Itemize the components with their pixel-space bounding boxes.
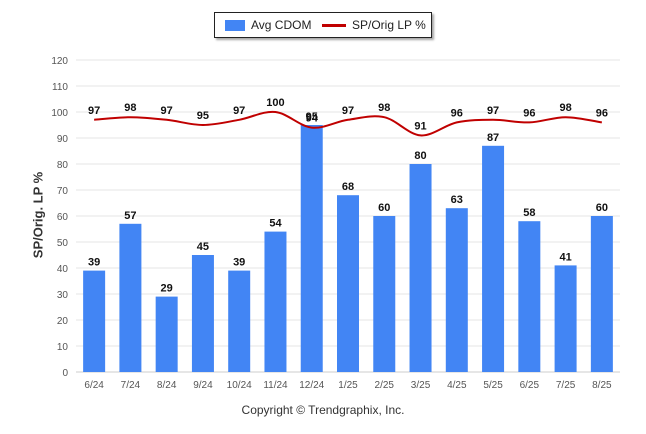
bar-value-label: 95 xyxy=(306,111,318,123)
y-tick-labels: 0 10 20 30 40 50 60 70 80 90 100 110 120 xyxy=(51,56,68,379)
bar-value-label: 87 xyxy=(487,132,499,144)
line-series-path xyxy=(94,110,603,137)
bar-value-label: 54 xyxy=(269,218,282,230)
bar xyxy=(482,145,505,372)
legend-swatch-bar xyxy=(225,20,245,31)
y-tick-label: 40 xyxy=(57,264,69,275)
bar-value-label: 80 xyxy=(414,150,426,162)
x-tick-label: 12/24 xyxy=(299,380,324,391)
x-tick-label: 1/25 xyxy=(338,380,358,391)
y-tick-label: 70 xyxy=(57,186,69,197)
line-value-label: 98 xyxy=(378,102,390,114)
legend-label-bar: Avg CDOM xyxy=(251,18,312,32)
x-tick-label: 5/25 xyxy=(483,380,503,391)
line-series xyxy=(94,110,603,137)
x-tick-label: 8/24 xyxy=(157,380,177,391)
data-labels: 39 57 29 45 39 54 95 68 60 80 63 87 58 41 60 97 98 97 95 97… xyxy=(88,97,608,295)
x-tick-label: 4/25 xyxy=(447,380,467,391)
chart-legend: Avg CDOM SP/Orig LP % xyxy=(214,12,432,38)
y-tick-label: 10 xyxy=(57,342,69,353)
bar-value-label: 41 xyxy=(559,251,571,263)
line-value-label: 91 xyxy=(414,120,426,132)
x-tick-labels: 6/24 7/24 8/24 9/24 10/24 11/24 12/24 1/25 2/25 3… xyxy=(84,380,612,391)
x-tick-label: 6/25 xyxy=(520,380,540,391)
x-tick-label: 9/24 xyxy=(193,380,213,391)
bar-value-label: 58 xyxy=(523,207,535,219)
x-tick-label: 2/25 xyxy=(375,380,395,391)
bar-value-label: 68 xyxy=(342,181,354,193)
bar-value-label: 57 xyxy=(124,210,136,222)
x-tick-label: 10/24 xyxy=(227,380,252,391)
y-tick-label: 60 xyxy=(57,212,69,223)
bar xyxy=(83,270,106,372)
line-value-label: 97 xyxy=(487,105,499,117)
line-value-label: 97 xyxy=(88,105,100,117)
bar xyxy=(337,195,359,372)
y-tick-label: 30 xyxy=(57,290,69,301)
line-value-label: 96 xyxy=(523,107,535,119)
y-tick-label: 100 xyxy=(51,108,68,119)
bar xyxy=(409,164,432,372)
y-tick-label: 0 xyxy=(62,368,68,379)
line-value-label: 94 xyxy=(306,113,319,125)
bar xyxy=(228,270,251,372)
bar xyxy=(518,221,541,372)
bar xyxy=(155,296,178,372)
bar xyxy=(445,208,468,372)
x-tick-label: 7/24 xyxy=(121,380,141,391)
bar-value-label: 29 xyxy=(161,283,173,295)
y-tick-label: 20 xyxy=(57,316,69,327)
y-tick-label: 50 xyxy=(57,238,69,249)
line-value-label: 96 xyxy=(596,107,608,119)
line-value-label: 97 xyxy=(233,105,245,117)
bar xyxy=(264,231,287,372)
x-tick-label: 11/24 xyxy=(263,380,288,391)
bar-value-label: 60 xyxy=(378,202,390,214)
bar xyxy=(554,265,577,372)
bar xyxy=(191,255,214,372)
copyright-text: Copyright © Trendgraphix, Inc. xyxy=(241,403,405,417)
bar xyxy=(119,223,142,372)
y-tick-label: 90 xyxy=(57,134,69,145)
y-tick-label: 120 xyxy=(51,56,68,67)
line-value-label: 95 xyxy=(197,110,209,122)
x-tick-label: 8/25 xyxy=(592,380,612,391)
line-value-label: 97 xyxy=(161,105,173,117)
bar xyxy=(590,216,613,372)
bar xyxy=(373,216,396,372)
line-value-label: 96 xyxy=(451,107,463,119)
y-tick-label: 80 xyxy=(57,160,69,171)
bar-value-label: 60 xyxy=(596,202,608,214)
line-value-label: 97 xyxy=(342,105,354,117)
legend-swatch-line xyxy=(322,24,346,27)
bar-value-label: 39 xyxy=(88,257,100,269)
bar-value-label: 63 xyxy=(451,194,463,206)
x-tick-label: 6/24 xyxy=(84,380,104,391)
bar xyxy=(300,125,323,372)
legend-label-line: SP/Orig LP % xyxy=(352,18,426,32)
bar-value-label: 39 xyxy=(233,257,245,269)
line-value-label: 100 xyxy=(266,97,284,109)
line-value-label: 98 xyxy=(124,102,136,114)
x-tick-label: 3/25 xyxy=(411,380,431,391)
line-value-label: 98 xyxy=(559,102,571,114)
bar-value-label: 45 xyxy=(197,241,209,253)
y-tick-label: 110 xyxy=(52,82,68,93)
x-tick-label: 7/25 xyxy=(556,380,576,391)
bars xyxy=(83,125,613,372)
